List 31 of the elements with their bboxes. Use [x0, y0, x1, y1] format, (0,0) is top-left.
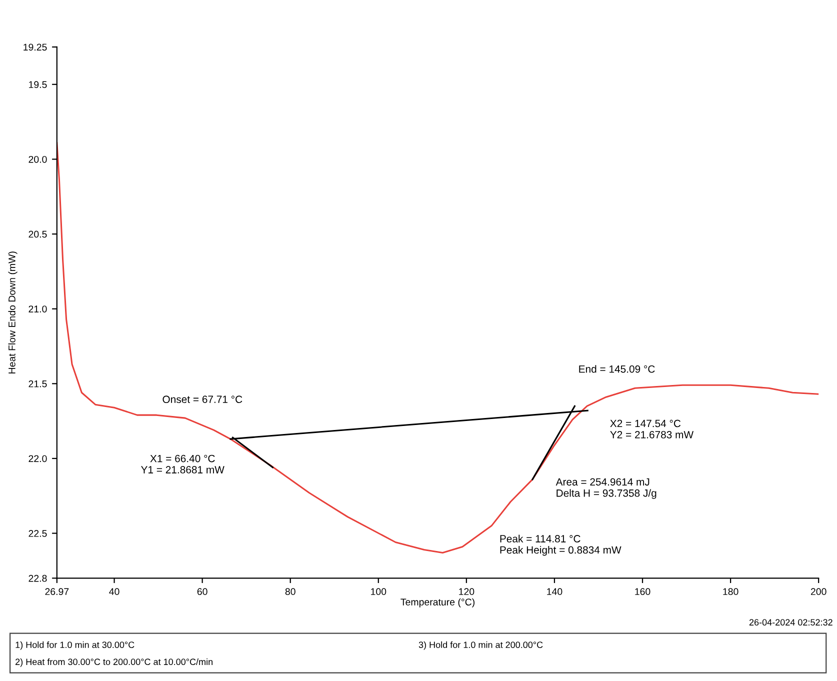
x-axis-title: Temperature (°C) — [400, 598, 474, 608]
x-tick-label: 60 — [197, 588, 208, 596]
y-axis-title: Heat Flow Endo Down (mW) — [8, 252, 18, 374]
annotation: End = 145.09 °C — [579, 365, 655, 373]
y-tick-label: 19.25 — [24, 44, 47, 51]
y-tick-label: 22.5 — [28, 530, 47, 537]
x-tick-label: 40 — [109, 588, 120, 596]
text: 1) Hold for 1.0 min at 30.00°C — [16, 641, 134, 650]
annotation: Area = 254.9614 mJ Delta H = 93.7358 J/g — [556, 478, 656, 499]
y-tick-label: 21.0 — [28, 306, 47, 312]
annotation: X2 = 147.54 °C Y2 = 21.6783 mW — [610, 420, 694, 438]
x-tick-label: 160 — [635, 588, 650, 596]
x-tick-label: 120 — [459, 588, 474, 596]
annotation: Onset = 67.71 °C — [162, 396, 242, 404]
text: 26-04-2024 02:52:32 — [749, 619, 832, 626]
text: 2) Heat from 30.00°C to 200.00°C at 10.00°C/min — [16, 658, 212, 667]
x-tick-label: 26.97 — [45, 588, 69, 596]
y-tick-label: 22.0 — [28, 455, 47, 462]
x-tick-label: 140 — [547, 588, 562, 596]
y-tick-label: 20.5 — [28, 230, 47, 238]
x-tick-label: 100 — [371, 588, 386, 596]
text: 3) Hold for 1.0 min at 200.00°C — [418, 641, 543, 650]
x-tick-label: 80 — [285, 588, 296, 596]
y-tick-label: 19.5 — [29, 81, 47, 88]
y-tick-label: 21.5 — [28, 380, 47, 388]
x-tick-label: 200 — [810, 588, 826, 596]
annotation: Peak = 114.81 °C Peak Height = 0.8834 mW — [500, 534, 622, 556]
y-tick-label: 22.8 — [28, 574, 47, 582]
x-tick-label: 180 — [723, 588, 738, 596]
y-tick-label: 20.0 — [28, 156, 47, 163]
annotation: X1 = 66.40 °C Y1 = 21.8681 mW — [140, 454, 224, 474]
